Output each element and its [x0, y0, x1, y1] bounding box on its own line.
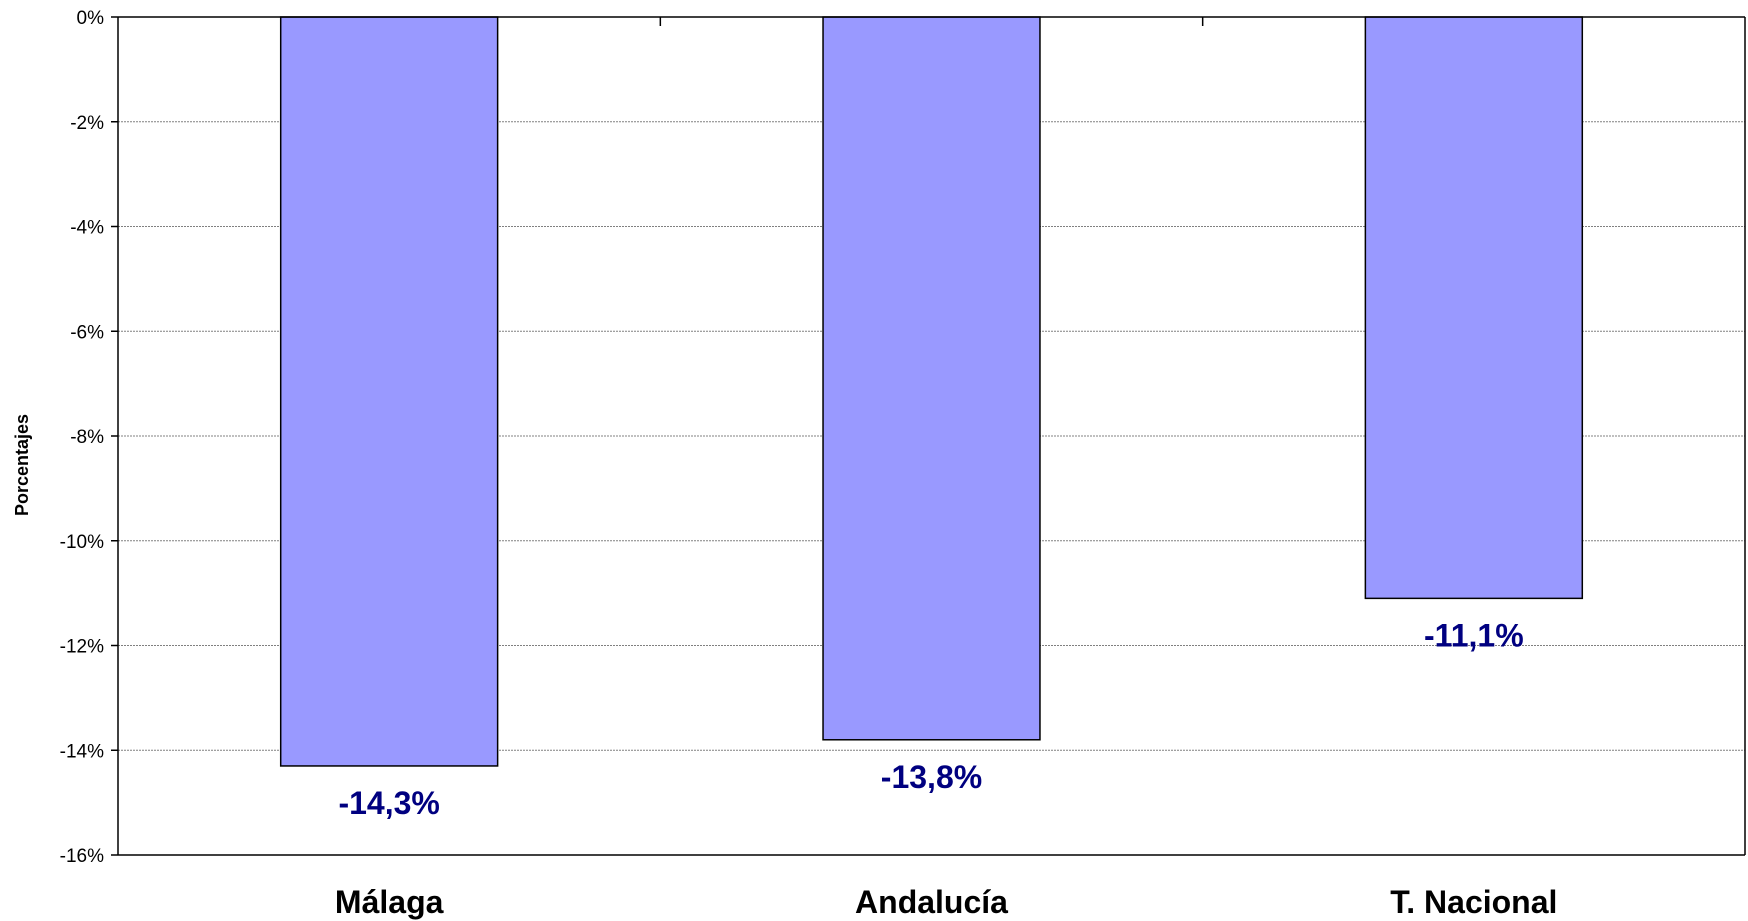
category-label: Andalucía: [855, 884, 1008, 920]
category-label: T. Nacional: [1390, 884, 1557, 920]
y-tick-label: -10%: [60, 532, 104, 553]
y-tick-label: -6%: [70, 322, 104, 343]
bar: [822, 16, 1041, 741]
axes: [111, 16, 1746, 856]
data-label: -14,3%: [338, 785, 439, 821]
category-label: Málaga: [335, 884, 444, 920]
y-tick-label: -14%: [60, 741, 104, 762]
y-tick-label: -2%: [70, 113, 104, 134]
y-tick-label: -4%: [70, 218, 104, 239]
data-label: -11,1%: [1424, 617, 1524, 653]
bar: [1364, 16, 1584, 600]
data-label: -13,8%: [881, 759, 982, 795]
y-tick-label: -8%: [70, 427, 104, 448]
y-tick-label: -16%: [60, 846, 104, 867]
bar: [279, 16, 499, 767]
y-tick-label: -12%: [60, 637, 104, 658]
y-tick-label: 0%: [77, 8, 105, 29]
bars: [279, 16, 1584, 767]
labels: 0% -2% -4% -6% -8% -10% -12% -14% -16% -14,3% Mála…: [60, 8, 1558, 920]
y-axis-title: Porcentajes: [12, 414, 32, 516]
